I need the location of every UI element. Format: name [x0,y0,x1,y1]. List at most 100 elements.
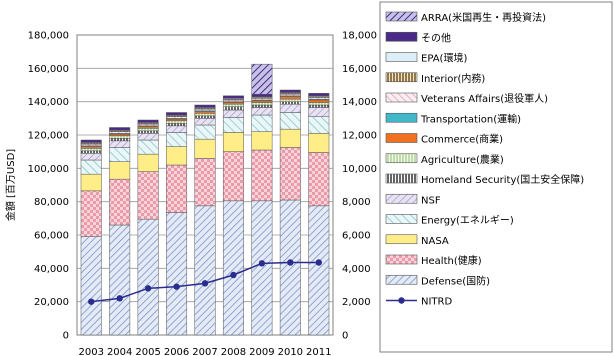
legend-swatch [385,11,418,22]
legend-label: Health(健康) [421,254,482,267]
legend-label: Interior(内務) [421,72,485,85]
bar-segment [251,63,273,95]
bar-segment [194,104,216,108]
bar-segment [137,119,159,123]
y2-tick-label: 0 [342,331,348,342]
bar-segment [80,150,102,154]
bar-segment [251,107,273,116]
y2-tick-label: 16,000 [342,64,377,75]
bar-segment [251,104,273,108]
bar-segment [137,171,159,220]
nitrd-point [287,259,294,266]
bar-segment [222,200,244,336]
nitrd-point [258,260,266,267]
bar-segment [222,99,244,102]
y2-tick-label: 12,000 [342,131,377,142]
bar-segment [308,116,330,134]
bar-segment [166,146,188,166]
bar-segment [251,93,273,97]
nitrd-point [201,280,209,287]
x-tick-label: 2009 [249,347,274,356]
bar-segment [80,153,102,161]
legend-label: NASA [421,236,449,247]
bar-segment [109,127,131,131]
x-tick-label: 2007 [192,347,217,356]
y2-tick-label: 10,000 [342,164,377,175]
bar-segment [166,120,188,124]
legend-swatch [385,52,418,62]
nitrd-point [173,283,180,290]
bar-segment [109,178,131,226]
bar-segment [109,138,131,142]
bar-segment [222,102,244,105]
y-tick-label: 60,000 [34,231,69,242]
bar-segment [251,98,273,101]
legend-swatch [385,254,418,265]
legend-label: Energy(エネルギー) [421,215,514,227]
y-tick-label: 20,000 [34,297,69,308]
y-tick-label: 0 [63,331,69,342]
bar-segment [194,205,216,336]
y-axis-title: 金額 [百万USD] [4,149,17,221]
legend-swatch [385,31,418,42]
y2-tick-label: 6,000 [342,231,371,242]
bar-segment [80,139,102,143]
bar-segment [194,138,216,159]
bar-segment [279,112,301,130]
bar-segment [80,236,102,336]
bar-segment [166,164,188,213]
bar-segment [308,93,330,97]
bar-segment [109,131,131,134]
bar-segment [194,124,216,140]
bar-segment [80,173,102,192]
legend-label: EPA(環境) [421,52,467,65]
legend-swatch [385,274,418,285]
legend-label: NSF [421,195,441,206]
bar-segment [194,113,216,117]
legend-swatch [385,153,418,164]
x-tick-label: 2004 [107,347,132,356]
legend-swatch [385,92,418,103]
bar-segment [308,205,330,336]
bar-segment [166,125,188,133]
bar-segment [109,161,131,180]
bar-segment [194,115,216,119]
y2-tick-label: 4,000 [342,264,371,275]
bar-segment [279,128,301,148]
bar-segment [109,224,131,336]
bar-segment [194,118,216,126]
bar-segment [109,133,131,137]
nitrd-point [88,298,95,305]
legend-label: Agriculture(農業) [421,153,504,166]
bar-segment [222,117,244,133]
bar-segment [251,102,273,106]
bar-segment [109,140,131,148]
legend-label: Defense(国防) [421,274,490,287]
legend-swatch [385,234,418,245]
bar-segment [279,101,301,105]
bar-segment [194,158,216,207]
legend-swatch [385,133,418,143]
bar-segment [251,200,273,336]
bar-segment [251,114,273,132]
y2-tick-label: 2,000 [342,297,371,308]
x-tick-label: 2006 [164,347,189,356]
bar-segment [308,107,330,117]
legend-swatch [385,214,418,224]
nitrd-point [116,295,123,302]
bar-segment [251,131,273,151]
bar-segment [137,218,159,336]
bar-segment [80,190,102,237]
y-tick-label: 140,000 [28,97,69,108]
x-tick-label: 2008 [221,347,246,356]
bar-segment [308,152,330,207]
bar-segment [279,147,301,201]
bar-segment [222,95,244,99]
bar-segment [166,123,188,127]
bar-segment [137,133,159,141]
bar-segment [251,100,273,103]
bar-segment [279,103,301,113]
bar-segment [279,89,301,93]
bar-segment [279,199,301,336]
